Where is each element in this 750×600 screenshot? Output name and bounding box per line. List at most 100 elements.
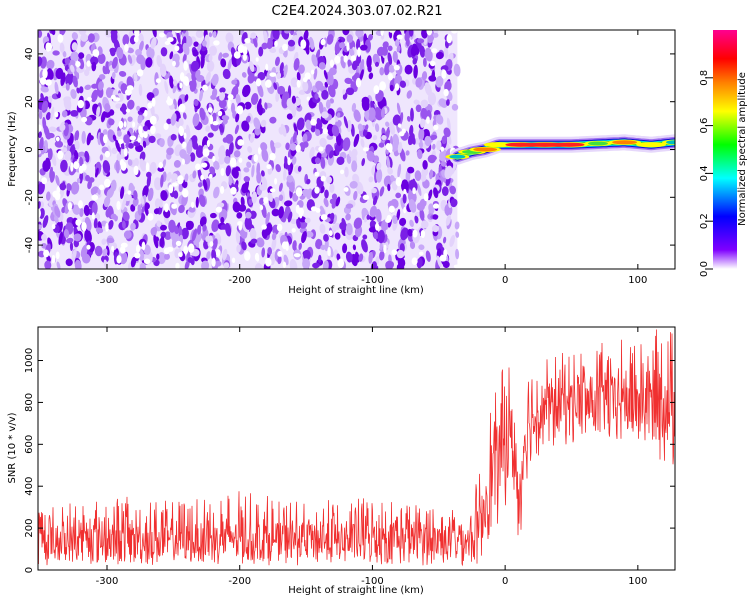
heatmap-noise-gap bbox=[396, 34, 403, 40]
heatmap-noise-cell bbox=[298, 242, 302, 250]
heatmap-noise-gap bbox=[51, 254, 56, 264]
heatmap-noise-gap bbox=[295, 187, 303, 197]
heatmap-noise-gap bbox=[167, 95, 171, 106]
heatmap-noise-cell bbox=[306, 178, 311, 185]
heatmap-noise-cell bbox=[254, 126, 261, 136]
heatmap-noise-gap bbox=[184, 79, 190, 86]
heatmap-noise-cell bbox=[272, 30, 280, 40]
heatmap-noise-cell bbox=[358, 253, 364, 262]
heatmap-noise-gap bbox=[269, 188, 276, 193]
heatmap-noise-cell bbox=[256, 162, 261, 176]
heatmap-noise-gap bbox=[215, 206, 222, 213]
heatmap-noise-cell bbox=[443, 127, 451, 138]
heatmap-noise-cell bbox=[59, 183, 67, 191]
heatmap-noise-cell bbox=[313, 68, 318, 80]
heatmap-noise-cell bbox=[120, 142, 125, 151]
heatmap-noise-gap bbox=[171, 182, 178, 187]
heatmap-noise-cell bbox=[109, 47, 116, 57]
heatmap-noise-gap bbox=[388, 73, 393, 81]
heatmap-noise-gap bbox=[129, 135, 137, 141]
heatmap-noise-cell bbox=[136, 54, 145, 65]
heatmap-noise-cell bbox=[183, 154, 191, 165]
heatmap-noise-cell bbox=[54, 215, 59, 224]
heatmap-noise-cell bbox=[388, 65, 395, 73]
heatmap-noise-gap bbox=[265, 63, 269, 71]
heatmap-noise-cell bbox=[284, 200, 293, 207]
heatmap-noise-cell bbox=[160, 47, 168, 57]
heatmap-noise-cell bbox=[256, 237, 265, 248]
heatmap-noise-cell bbox=[44, 260, 52, 269]
heatmap-noise-gap bbox=[432, 203, 440, 209]
colorbar-tick-label: 0.2 bbox=[699, 213, 710, 229]
heatmap-noise-cell bbox=[406, 90, 413, 99]
heatmap-noise-gap bbox=[261, 224, 267, 230]
heatmap-noise-cell bbox=[173, 225, 179, 235]
heatmap-noise-cell bbox=[206, 251, 211, 260]
heatmap-noise-cell bbox=[207, 132, 214, 138]
heatmap-noise-gap bbox=[386, 214, 392, 223]
heatmap-noise-gap bbox=[119, 246, 126, 254]
heatmap-noise-cell bbox=[360, 58, 365, 72]
heatmap-noise-cell bbox=[120, 251, 128, 265]
heatmap-noise-gap bbox=[125, 108, 131, 113]
heatmap-noise-cell bbox=[135, 49, 142, 57]
heatmap-noise-gap bbox=[41, 177, 48, 185]
heatmap-noise-cell bbox=[415, 77, 423, 88]
heatmap-noise-cell bbox=[302, 80, 309, 92]
heatmap-noise-cell bbox=[421, 167, 429, 177]
heatmap-noise-cell bbox=[429, 169, 434, 180]
heatmap-noise-cell bbox=[279, 62, 284, 73]
heatmap-noise-gap bbox=[375, 222, 380, 231]
heatmap-noise-cell bbox=[198, 194, 206, 208]
heatmap-noise-cell bbox=[170, 133, 177, 141]
heatmap-noise-gap bbox=[296, 79, 301, 88]
heatmap-noise-cell bbox=[209, 166, 216, 175]
heatmap-noise-cell bbox=[174, 248, 180, 259]
heatmap-noise-cell bbox=[373, 155, 380, 164]
heatmap-noise-gap bbox=[355, 77, 362, 88]
heatmap-noise-cell bbox=[199, 216, 207, 227]
heatmap-noise-cell bbox=[325, 99, 331, 109]
heatmap-noise-cell bbox=[243, 167, 250, 173]
heatmap-noise-cell bbox=[211, 219, 220, 233]
heatmap-noise-cell bbox=[368, 226, 377, 233]
heatmap-noise-cell bbox=[288, 179, 295, 193]
heatmap-noise-cell bbox=[234, 124, 239, 135]
heatmap-noise-cell bbox=[130, 256, 137, 268]
heatmap-noise-cell bbox=[259, 197, 265, 205]
heatmap-noise-cell bbox=[293, 57, 300, 71]
heatmap-noise-cell bbox=[345, 87, 355, 96]
heatmap-noise-cell bbox=[228, 141, 234, 155]
heatmap-noise-cell bbox=[54, 81, 59, 95]
heatmap-noise-gap bbox=[266, 164, 272, 170]
heatmap-noise-cell bbox=[287, 211, 293, 223]
heatmap-noise-gap bbox=[426, 30, 433, 36]
heatmap-noise-cell bbox=[159, 63, 167, 77]
heatmap-noise-cell bbox=[287, 39, 296, 47]
heatmap-noise-gap bbox=[43, 249, 50, 258]
heatmap-noise-gap bbox=[362, 194, 370, 201]
heatmap-noise-cell bbox=[302, 141, 309, 148]
heatmap-noise-cell bbox=[410, 107, 414, 122]
heatmap-noise-cell bbox=[104, 103, 111, 113]
heatmap-noise-gap bbox=[339, 169, 345, 175]
heatmap-noise-cell bbox=[127, 116, 133, 122]
heatmap-noise-cell bbox=[412, 57, 418, 65]
heatmap-noise-cell bbox=[336, 112, 341, 118]
heatmap-noise-cell bbox=[172, 79, 178, 87]
heatmap-noise-gap bbox=[350, 55, 356, 62]
heatmap-noise-cell bbox=[385, 121, 390, 127]
heatmap-noise-cell bbox=[445, 214, 451, 226]
heatmap-noise-cell bbox=[38, 56, 43, 67]
heatmap-noise-cell bbox=[359, 69, 364, 82]
heatmap-noise-gap bbox=[318, 146, 324, 152]
heatmap-noise-cell bbox=[96, 106, 101, 118]
heatmap-noise-cell bbox=[101, 238, 107, 245]
heatmap-noise-cell bbox=[248, 198, 253, 206]
heatmap-noise-gap bbox=[143, 131, 148, 139]
heatmap-noise-cell bbox=[446, 117, 451, 131]
heatmap-noise-cell bbox=[127, 99, 135, 110]
heatmap-noise-gap bbox=[282, 261, 287, 268]
heatmap-noise-cell bbox=[47, 148, 53, 161]
heatmap-noise-cell bbox=[108, 118, 115, 126]
